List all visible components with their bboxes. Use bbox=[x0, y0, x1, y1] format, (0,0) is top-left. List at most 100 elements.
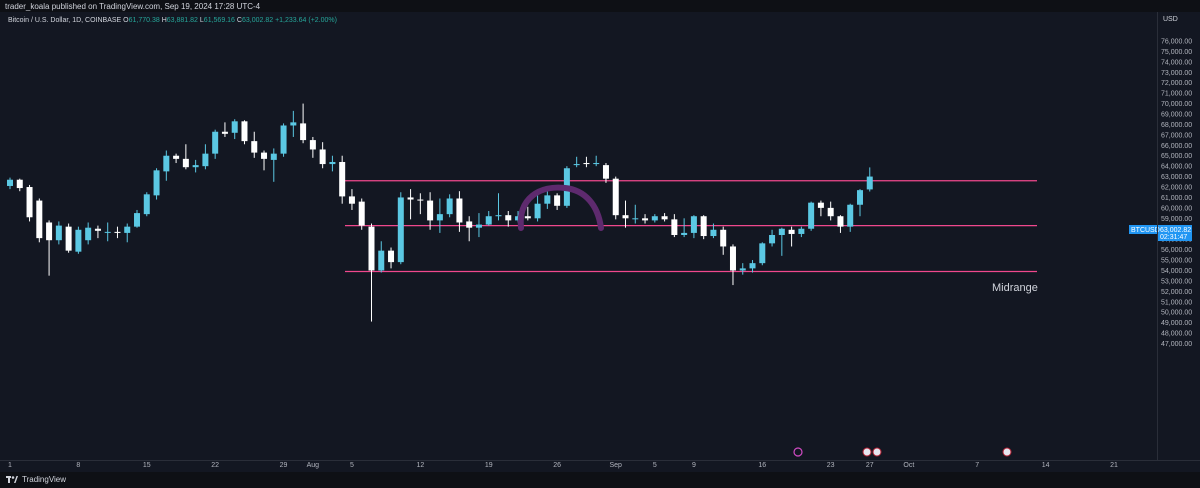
candle bbox=[485, 211, 492, 226]
candle-body bbox=[534, 203, 541, 219]
time-tick-label: 21 bbox=[1110, 462, 1118, 469]
candle-body bbox=[524, 216, 531, 219]
candle bbox=[827, 201, 834, 221]
candle bbox=[554, 193, 561, 210]
candle-body bbox=[485, 216, 492, 225]
high-value: 63,881.82 bbox=[166, 17, 198, 24]
price-tick-label: 54,000.00 bbox=[1161, 268, 1192, 275]
candle bbox=[446, 194, 453, 218]
price-axis: 47,000.00 48,000.00 49,000.00 50,000.00 51,0… bbox=[1161, 39, 1192, 348]
price-tick-label: 75,000.00 bbox=[1161, 49, 1192, 56]
price-tick-label: 61,000.00 bbox=[1161, 195, 1192, 202]
candle-body bbox=[241, 121, 248, 142]
price-tick-label: 66,000.00 bbox=[1161, 143, 1192, 150]
candle bbox=[798, 226, 805, 238]
time-tick-label: Sep bbox=[610, 462, 623, 469]
time-tick-label: 27 bbox=[866, 462, 874, 469]
price-tick-label: 48,000.00 bbox=[1161, 331, 1192, 338]
tradingview-brand[interactable]: TradingView bbox=[6, 475, 66, 484]
candle bbox=[134, 209, 141, 228]
candle-body bbox=[94, 228, 101, 231]
candle bbox=[651, 214, 658, 223]
price-tick-label: 56,000.00 bbox=[1161, 247, 1192, 254]
candle-body bbox=[153, 170, 160, 196]
price-tick-label: 68,000.00 bbox=[1161, 122, 1192, 129]
midrange-label: Midrange bbox=[992, 282, 1038, 294]
price-tag: BTCUSD 63,002.82 02:31:47 bbox=[1129, 225, 1192, 241]
open-label: O bbox=[123, 17, 129, 24]
candle-body bbox=[221, 131, 228, 134]
candle bbox=[65, 223, 72, 253]
candle bbox=[280, 123, 287, 157]
candle bbox=[192, 159, 199, 173]
price-tick-label: 55,000.00 bbox=[1161, 258, 1192, 265]
candle bbox=[573, 156, 580, 168]
price-tick-label: 51,000.00 bbox=[1161, 299, 1192, 306]
candle bbox=[495, 193, 502, 221]
candle-body bbox=[456, 198, 463, 223]
candle-body bbox=[671, 219, 678, 235]
time-tick-label: 22 bbox=[211, 462, 219, 469]
candle bbox=[769, 229, 776, 247]
candle-body bbox=[505, 215, 512, 221]
candle bbox=[671, 214, 678, 238]
candle-body bbox=[544, 195, 551, 204]
candle-body bbox=[700, 216, 707, 237]
candle-body bbox=[446, 198, 453, 215]
candle bbox=[7, 177, 13, 190]
candle-body bbox=[690, 216, 697, 233]
price-tick-label: 60,000.00 bbox=[1161, 205, 1192, 212]
candle bbox=[182, 144, 189, 170]
candle-body bbox=[769, 234, 776, 244]
candle-body bbox=[300, 123, 307, 141]
candle bbox=[583, 156, 590, 168]
candle-body bbox=[329, 161, 336, 165]
candle bbox=[221, 122, 228, 137]
us-flag-event-icon bbox=[872, 447, 882, 457]
candle bbox=[593, 155, 600, 167]
candle bbox=[817, 200, 824, 217]
candle-body bbox=[231, 121, 238, 133]
candle-body bbox=[104, 231, 111, 233]
candle-body bbox=[368, 226, 375, 271]
currency-label[interactable]: USD bbox=[1163, 16, 1178, 23]
candle-body bbox=[739, 268, 746, 271]
time-tick-label: 23 bbox=[827, 462, 835, 469]
price-tick-label: 59,000.00 bbox=[1161, 216, 1192, 223]
candle-body bbox=[36, 200, 43, 239]
candle bbox=[739, 263, 746, 275]
candle-body bbox=[16, 179, 23, 189]
candle-body bbox=[436, 214, 443, 221]
symbol-description: Bitcoin / U.S. Dollar, 1D, COINBASE bbox=[8, 17, 122, 24]
flash-event-icon bbox=[793, 447, 803, 457]
price-tick-label: 62,000.00 bbox=[1161, 185, 1192, 192]
candle-body bbox=[778, 228, 785, 235]
candle bbox=[163, 150, 170, 181]
candle-body bbox=[632, 218, 639, 220]
candle-body bbox=[348, 196, 355, 204]
candle-body bbox=[192, 165, 199, 168]
candle bbox=[749, 260, 756, 273]
publisher-text: trader_koala published on TradingView.co… bbox=[5, 2, 261, 11]
candle bbox=[26, 184, 33, 222]
candle bbox=[720, 226, 727, 255]
candle bbox=[368, 223, 375, 322]
low-value: 61,569.16 bbox=[203, 17, 235, 24]
candle bbox=[466, 216, 473, 242]
candle-body bbox=[290, 122, 297, 126]
candle-body bbox=[124, 226, 131, 233]
candle bbox=[427, 192, 434, 230]
price-tick-label: 50,000.00 bbox=[1161, 310, 1192, 317]
candle bbox=[417, 193, 424, 215]
candle bbox=[642, 214, 649, 224]
close-label: C bbox=[236, 17, 242, 24]
candle-body bbox=[710, 229, 717, 237]
candle bbox=[602, 163, 609, 183]
candle bbox=[202, 144, 209, 170]
time-tick-label: 9 bbox=[692, 462, 696, 469]
candle-body bbox=[475, 224, 482, 228]
price-tick-label: 69,000.00 bbox=[1161, 112, 1192, 119]
time-axis: 1 8 15 22 29 Aug 5 12 19 26 Sep 5 9 16 23 27 Oct 7 14 21 bbox=[8, 462, 1118, 469]
event-markers bbox=[793, 447, 1012, 457]
